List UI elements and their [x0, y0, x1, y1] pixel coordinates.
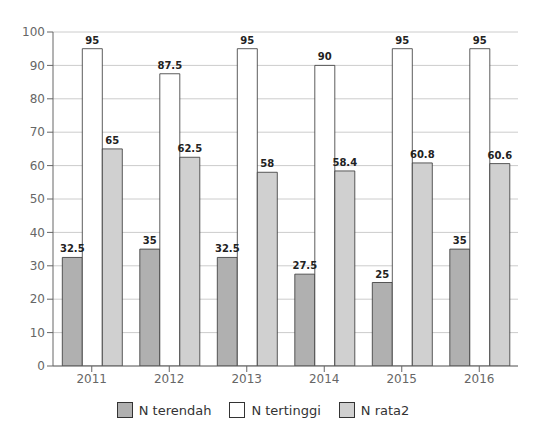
svg-text:90: 90 [30, 59, 45, 73]
svg-text:35: 35 [143, 235, 157, 246]
svg-text:20: 20 [30, 292, 45, 306]
svg-text:70: 70 [30, 125, 45, 139]
svg-text:2015: 2015 [386, 372, 417, 386]
svg-text:100: 100 [22, 25, 45, 39]
svg-text:95: 95 [395, 35, 409, 46]
svg-text:25: 25 [375, 269, 389, 280]
svg-text:95: 95 [240, 35, 254, 46]
svg-text:60.6: 60.6 [487, 150, 512, 161]
html-text:N tertinggi: N tertinggi [251, 402, 321, 418]
svg-text:80: 80 [30, 92, 45, 106]
svg-text:2013: 2013 [231, 372, 262, 386]
svg-text:50: 50 [30, 192, 45, 206]
svg-text:10: 10 [30, 326, 45, 340]
svg-text:65: 65 [105, 135, 119, 146]
svg-text:60.8: 60.8 [410, 149, 435, 160]
svg-text:2016: 2016 [464, 372, 495, 386]
svg-text:32.5: 32.5 [215, 243, 240, 254]
html-text:N terendah: N terendah [138, 402, 212, 418]
svg-text:2012: 2012 [154, 372, 185, 386]
html-text:N rata2: N rata2 [360, 402, 410, 418]
svg-text:35: 35 [453, 235, 467, 246]
svg-text:0: 0 [37, 359, 45, 373]
svg-text:58: 58 [260, 158, 274, 169]
svg-text:32.5: 32.5 [60, 243, 85, 254]
svg-text:40: 40 [30, 226, 45, 240]
svg-text:58.4: 58.4 [332, 157, 357, 168]
svg-text:90: 90 [318, 51, 332, 62]
svg-text:62.5: 62.5 [177, 143, 202, 154]
svg-text:95: 95 [473, 35, 487, 46]
svg-text:87.5: 87.5 [157, 60, 182, 71]
svg-text:2014: 2014 [309, 372, 340, 386]
svg-text:60: 60 [30, 159, 45, 173]
svg-text:95: 95 [85, 35, 99, 46]
svg-text:2011: 2011 [76, 372, 107, 386]
svg-text:27.5: 27.5 [292, 260, 317, 271]
svg-text:30: 30 [30, 259, 45, 273]
